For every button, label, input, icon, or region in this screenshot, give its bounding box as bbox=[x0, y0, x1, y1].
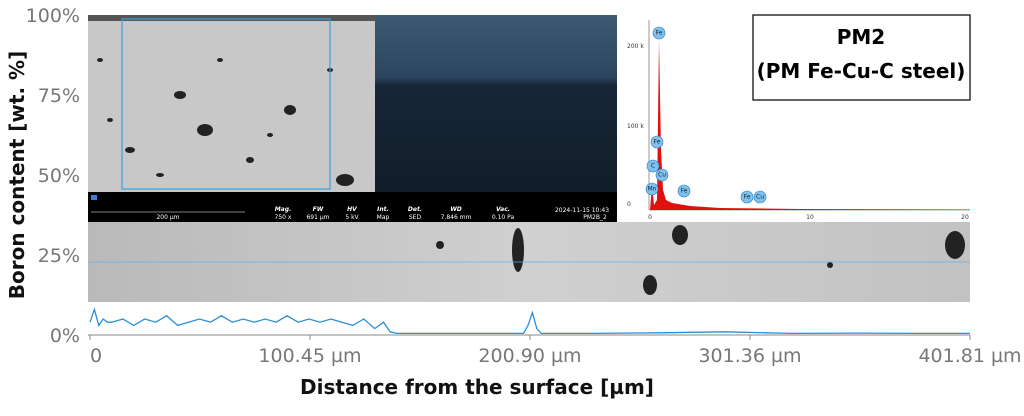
x-tick-label: 301.36 µm bbox=[698, 345, 801, 367]
y-tick-label: 0% bbox=[50, 325, 80, 347]
peak-label: Fe bbox=[744, 194, 751, 201]
peak-marker bbox=[652, 26, 666, 40]
info-value: SED bbox=[409, 214, 422, 221]
x-tick-label: 401.81 µm bbox=[918, 345, 1021, 367]
peak-marker bbox=[646, 159, 660, 173]
info-value: 0.10 Pa bbox=[492, 214, 515, 221]
sample-id: PM2B_2 bbox=[583, 214, 607, 221]
spectrum-x-label: 0 bbox=[648, 214, 652, 221]
info-value: Map bbox=[377, 214, 390, 221]
linescan-image bbox=[88, 222, 970, 302]
info-value: 7.846 mm bbox=[441, 214, 472, 221]
peak-label: Fe bbox=[656, 30, 663, 37]
eds-map bbox=[375, 15, 617, 192]
annotation-box: PM2 (PM Fe-Cu-C steel) bbox=[752, 14, 971, 101]
annotation: PM2 bbox=[837, 25, 885, 49]
spectrum-y-label: 200 k bbox=[627, 43, 644, 50]
x-tick-label: 100.45 µm bbox=[258, 345, 361, 367]
info-value: 691 µm bbox=[306, 214, 329, 221]
info-header: Int. bbox=[377, 206, 389, 213]
y-tick-label: 25% bbox=[38, 245, 80, 267]
y-tick-label: 100% bbox=[26, 5, 80, 27]
info-header: HV bbox=[347, 206, 358, 213]
spectrum-x-label: 10 bbox=[806, 214, 814, 221]
info-header: Det. bbox=[408, 206, 422, 213]
info-value: 750 x bbox=[275, 214, 292, 221]
peak-marker bbox=[677, 184, 691, 198]
x-tick-label: 0 bbox=[90, 345, 102, 367]
peak-marker bbox=[645, 182, 659, 196]
info-bar: 200 µm 2024-11-15 10:43 PM2B_2 bbox=[88, 192, 617, 222]
info-header: WD bbox=[450, 206, 462, 213]
y-tick-label: 50% bbox=[38, 165, 80, 187]
spectrum-y-label: 100 k bbox=[627, 123, 644, 130]
peak-label: Fe bbox=[654, 139, 661, 146]
info-header: Vac. bbox=[496, 206, 510, 213]
y-tick-label: 75% bbox=[38, 85, 80, 107]
spectrum-y-label: 0 bbox=[627, 201, 631, 208]
info-header: FW bbox=[313, 206, 324, 213]
x-tick-label: 200.90 µm bbox=[478, 345, 581, 367]
info-header: Mag. bbox=[275, 206, 292, 213]
y-axis-label: Boron content [wt. %] bbox=[5, 51, 29, 299]
peak-marker bbox=[655, 168, 669, 182]
sem-image bbox=[88, 15, 375, 192]
peak-marker bbox=[740, 190, 754, 204]
peak-label: Cu bbox=[658, 172, 666, 179]
peak-label: Cu bbox=[756, 194, 764, 201]
peak-label: Mn bbox=[648, 186, 657, 193]
peak-marker bbox=[650, 135, 664, 149]
peak-label: Fe bbox=[681, 188, 688, 195]
peak-label: C bbox=[651, 163, 655, 170]
annotation: (PM Fe-Cu-C steel) bbox=[757, 59, 966, 83]
x-axis-label: Distance from the surface [µm] bbox=[300, 375, 654, 399]
scale-bar: 200 µm bbox=[156, 214, 179, 221]
peak-marker bbox=[753, 190, 767, 204]
profile-line bbox=[89, 307, 970, 335]
info-value: 5 kV bbox=[345, 214, 359, 221]
spectrum-x-label: 20 bbox=[961, 214, 969, 221]
timestamp: 2024-11-15 10:43 bbox=[555, 207, 609, 214]
